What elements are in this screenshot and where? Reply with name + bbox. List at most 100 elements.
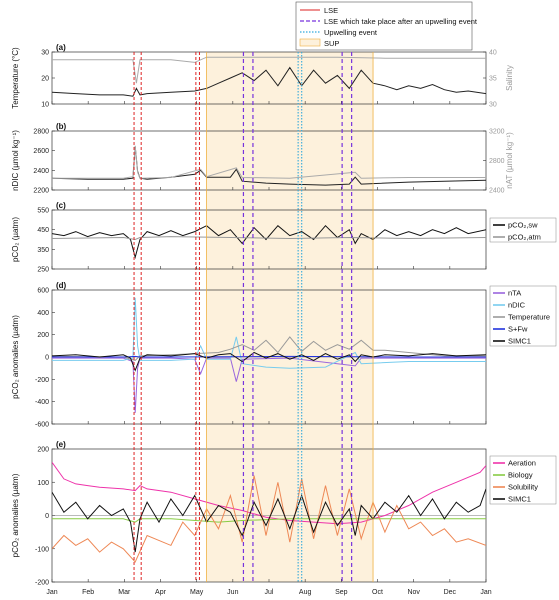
panel-1: 10 20 30 30 35 40 (a) Temperature (°C) Salinity [11, 43, 514, 109]
legend-label: S+Fw [508, 325, 528, 334]
lse-legend-label: LSE [324, 6, 338, 15]
month-label: Jul [265, 589, 274, 596]
sup-shading [206, 52, 374, 582]
y-tick-label: -200 [35, 377, 49, 384]
series-line [52, 518, 486, 523]
y-tick-label: 20 [41, 76, 49, 83]
legend-label: Solubility [508, 483, 538, 492]
y-tick-label: 2600 [33, 148, 49, 155]
y-tick-label: 350 [37, 247, 49, 254]
y-tick-label: 2400 [33, 168, 49, 175]
panel-5: -200 -100 0 100 200 (e) pCO₂ anomalies (µatm) A… [11, 440, 557, 587]
legend-label: SIMC1 [508, 337, 531, 346]
upwelling-legend-label: Upwelling event [324, 28, 378, 37]
panel-legend-box [489, 217, 557, 243]
sup-legend-swatch [299, 38, 321, 47]
month-label: Jan [480, 589, 491, 596]
y2-tick-label: 2400 [489, 188, 505, 195]
y-tick-label: 550 [37, 208, 49, 215]
legend-label: SIMC1 [508, 495, 531, 504]
panel-4: -600 -400 -200 0 200 400 600 (d) pCO₂ anomalies … [11, 281, 557, 429]
y-tick-label: 400 [37, 310, 49, 317]
y-tick-label: 0 [45, 355, 49, 362]
top-legend-box [295, 1, 473, 51]
lse-upw-legend-label: LSE which take place after an upwelling … [324, 17, 478, 26]
month-label: Nov [407, 589, 420, 596]
series-line [52, 357, 486, 413]
series-line [52, 145, 486, 179]
y-tick-label: 250 [37, 267, 49, 274]
panel-3: 250 350 450 550 (c) pCO₂ (µatm) pCO₂,sw pCO₂,at… [11, 201, 557, 274]
legend-label: nDIC [508, 301, 526, 310]
y-axis-label: pCO₂ anomalies (µatm) [11, 315, 20, 399]
y2-axis-label: nAT (µmol kg⁻¹) [505, 132, 514, 189]
y-tick-label: -100 [35, 546, 49, 553]
month-label: Mar [118, 589, 131, 596]
y-tick-label: 10 [41, 102, 49, 109]
y-axis-label: pCO₂ anomalies (µatm) [11, 473, 20, 557]
series-line [52, 297, 486, 369]
y-tick-label: 0 [45, 513, 49, 520]
y-tick-label: -400 [35, 399, 49, 406]
panel-legend-box [489, 455, 557, 505]
month-label: Oct [372, 589, 383, 596]
legend-label: nTA [508, 289, 521, 298]
y-axis-label: nDIC (µmol kg⁻¹) [11, 130, 20, 191]
month-label: Jun [227, 589, 238, 596]
series-line [52, 236, 486, 241]
panel-legend: Aeration Biology Solubility SIMC1 [489, 455, 557, 505]
y2-tick-label: 40 [489, 50, 497, 57]
panel-label: (b) [56, 122, 67, 131]
panel-legend-box [489, 285, 557, 347]
series-line [52, 488, 486, 553]
y-tick-label: 600 [37, 288, 49, 295]
legend-label: Temperature [508, 313, 550, 322]
series-line [52, 224, 486, 260]
panel-label: (a) [56, 43, 66, 52]
y-tick-label: 2800 [33, 129, 49, 136]
month-label: Jan [46, 589, 57, 596]
y2-tick-label: 2800 [489, 158, 505, 165]
y-tick-label: 450 [37, 227, 49, 234]
y-axis-label: pCO₂ (µatm) [11, 217, 20, 262]
series-line [52, 462, 486, 525]
y2-tick-label: 35 [489, 76, 497, 83]
y2-tick-label: 30 [489, 102, 497, 109]
panel-2: 2200 2400 2600 2800 2400 2800 3200 (b) nDIC (µmo… [11, 122, 514, 195]
month-label: Sep [335, 589, 348, 596]
month-label: Aug [299, 589, 312, 596]
y-tick-label: 100 [37, 480, 49, 487]
month-label: May [190, 589, 204, 596]
series-line [52, 475, 486, 563]
panel-legend: pCO₂,sw pCO₂,atm [489, 217, 557, 243]
legend-label: Aeration [508, 459, 536, 468]
month-label: Apr [155, 589, 167, 596]
y-tick-label: 200 [37, 447, 49, 454]
y-tick-label: 2200 [33, 188, 49, 195]
panel-legend: nTA nDIC Temperature S+Fw SIMC1 [489, 285, 557, 347]
month-label: Feb [82, 589, 94, 596]
legend-label: pCO₂,sw [508, 221, 538, 230]
panel-label: (c) [56, 201, 66, 210]
panel-label: (d) [56, 281, 67, 290]
y-axis-label: Temperature (°C) [11, 47, 20, 109]
y-tick-label: 30 [41, 50, 49, 57]
sup-bands [206, 52, 374, 582]
series-line [52, 355, 486, 358]
y2-axis-label: Salinity [505, 65, 514, 91]
legend-label: Biology [508, 471, 533, 480]
month-axis: Jan Feb Mar Apr May Jun Jul Aug Sep Oct Nov Dec Jan [46, 589, 491, 596]
y-tick-label: 200 [37, 332, 49, 339]
series-line [52, 66, 486, 97]
y-tick-label: -200 [35, 580, 49, 587]
series-line [52, 56, 486, 84]
event-lines [133, 52, 374, 582]
top-legend: LSE LSE which take place after an upwell… [295, 1, 478, 51]
y2-tick-label: 3200 [489, 129, 505, 136]
panels: 10 20 30 30 35 40 (a) Temperature (°C) Salinity 2… [11, 43, 557, 587]
panel-label: (e) [56, 440, 66, 449]
month-label: Dec [444, 589, 457, 596]
legend-label: pCO₂,atm [508, 233, 541, 242]
sup-legend-label: SUP [324, 39, 339, 48]
